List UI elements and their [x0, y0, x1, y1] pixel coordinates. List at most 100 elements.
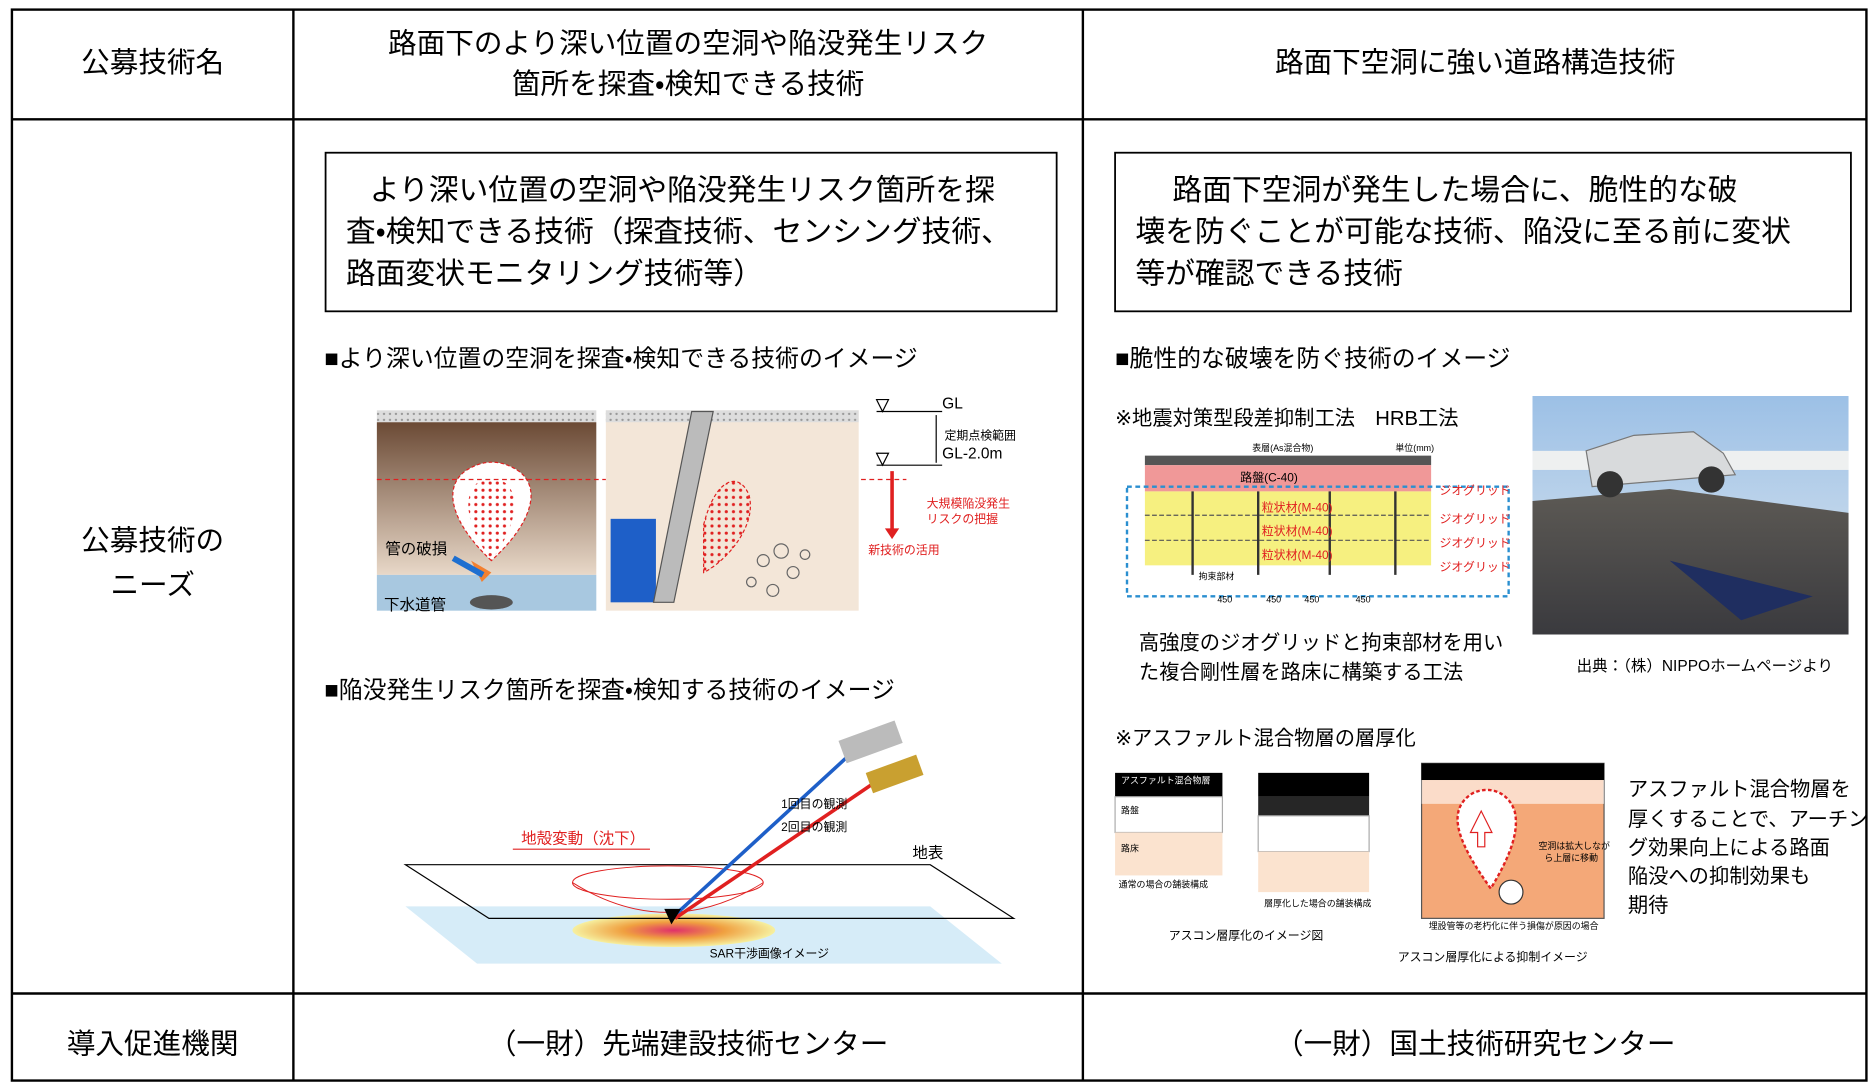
figure-label: 路盤(C-40)	[1240, 470, 1298, 484]
shape	[469, 595, 513, 610]
shape	[865, 754, 924, 794]
shape	[1258, 796, 1370, 816]
shape	[10, 8, 1868, 1082]
header-text: 箇所を探査・検知できる技術	[512, 68, 864, 100]
organization: （一財）先端建設技術センター	[488, 1029, 889, 1061]
shape	[1532, 489, 1849, 635]
caption: 高強度のジオグリッドと拘束部材を用い	[1139, 631, 1503, 654]
shape	[1258, 851, 1370, 893]
shape	[1258, 772, 1370, 797]
shape	[1191, 491, 1397, 575]
shape	[766, 583, 780, 597]
summary-box	[324, 151, 1058, 313]
figure-label: 表層(As混合物)	[1252, 442, 1313, 453]
figure-label: 粒状材(M-40)	[1262, 500, 1333, 514]
shape	[1115, 832, 1223, 876]
shape	[773, 543, 789, 559]
figure-label: 空洞は拡大しなが	[1538, 840, 1610, 851]
section-title: ■脆性的な破壊を防ぐ技術のイメージ	[1115, 346, 1510, 373]
table-grid	[10, 8, 1868, 1082]
shape	[670, 756, 848, 920]
summary-text: 路面変状モニタリング技術等）	[346, 257, 763, 290]
figure-label: 地表	[912, 844, 943, 862]
shape	[745, 543, 811, 597]
header-text: 路面下のより深い位置の空洞や陥没発生リスク	[388, 28, 988, 60]
figure-label: 層厚化した場合の舗装構成	[1264, 897, 1371, 908]
shape	[610, 518, 656, 603]
figure-label: 定期点検範囲	[945, 429, 1016, 443]
figure-label: GL-2.0m	[942, 446, 1002, 463]
note: グ効果向上による路面	[1628, 837, 1830, 860]
shape	[703, 480, 751, 574]
shape	[376, 410, 597, 423]
figure-label: GL	[942, 395, 963, 412]
figure-label: 地殻変動（沈下）	[521, 830, 645, 848]
figure-label: 新技術の活用	[868, 543, 939, 557]
figure-caption: アスコン層厚化による抑制イメージ	[1398, 950, 1588, 964]
figure-label: 粒状材(M-40)	[1262, 548, 1333, 562]
figure-label: 管の破損	[385, 540, 448, 558]
summary-box	[1114, 151, 1852, 313]
note: 厚くすることで、アーチン	[1628, 809, 1869, 831]
shape	[674, 779, 878, 920]
shape	[745, 576, 757, 588]
summary-text: 査・検知できる技術（探査技術、センシング技術、	[346, 216, 1011, 249]
shape	[756, 554, 770, 568]
figure-label: 1回目の観測	[781, 797, 847, 811]
shape	[1596, 471, 1624, 498]
figure-sar	[403, 720, 1016, 964]
figure-label: 大規模陥没発生	[927, 497, 1010, 511]
shape	[451, 555, 485, 578]
summary-text: 壊を防ぐことが可能な技術、陥没に至る前に変状	[1135, 216, 1791, 249]
row-label: 公募技術の	[81, 525, 224, 557]
shape	[605, 410, 859, 423]
shape	[652, 410, 714, 603]
figure-deep-cavity	[376, 398, 943, 611]
shape	[1257, 815, 1370, 853]
note: 陥没への抑制効果も	[1628, 865, 1810, 888]
shape	[875, 398, 890, 467]
shape	[572, 913, 776, 947]
figure-label: 通常の場合の舗装構成	[1119, 878, 1208, 889]
figure-caption: アスコン層厚化のイメージ図	[1169, 928, 1324, 942]
figure-label: リスクの把握	[927, 512, 999, 526]
figure-asphalt	[1114, 762, 1605, 919]
shape	[1144, 455, 1432, 466]
caption: た複合剛性層を路床に構築する工法	[1139, 661, 1463, 684]
figure-label: ジオグリッド	[1439, 536, 1510, 550]
section-title: ■陥没発生リスク箇所を探査・検知する技術のイメージ	[324, 677, 894, 704]
figure-label: 路床	[1121, 843, 1139, 854]
figure-label: 路盤	[1121, 804, 1139, 815]
shape	[468, 478, 515, 561]
shape	[786, 565, 800, 580]
organization: （一財）国土技術研究センター	[1275, 1029, 1676, 1061]
shape	[1114, 796, 1224, 834]
shape	[664, 908, 681, 925]
shape	[1115, 772, 1223, 797]
figure-label: 450	[1266, 594, 1281, 604]
figure-label: 埋設管等の老朽化に伴う損傷が原因の場合	[1429, 920, 1599, 931]
figure-label: 2回目の観測	[781, 820, 847, 834]
row-label: 公募技術名	[81, 47, 224, 79]
shape	[1669, 560, 1813, 621]
shape	[571, 865, 764, 900]
sub-title: ※地震対策型段差抑制工法 HRB工法	[1115, 407, 1459, 430]
summary-text: 等が確認できる技術	[1135, 257, 1403, 290]
figure-label: 450	[1356, 594, 1371, 604]
section-title: ■より深い位置の空洞を探査・検知できる技術のイメージ	[324, 346, 917, 373]
row-label: ニーズ	[110, 569, 194, 601]
shape	[884, 528, 900, 540]
shape	[1456, 788, 1517, 891]
summary-text: 路面下空洞が発生した場合に、脆性的な破	[1172, 174, 1737, 207]
shape	[1125, 485, 1510, 598]
figure-label: ジオグリッド	[1439, 560, 1510, 574]
figure-label: 下水道管	[384, 596, 446, 614]
shape	[1698, 466, 1725, 493]
figure-label: アスファルト混合物層	[1121, 775, 1210, 786]
source: 出典：（株）NIPPOホームページより	[1577, 657, 1833, 675]
figure-label: 単位(mm)	[1395, 442, 1434, 453]
shape	[1421, 780, 1605, 804]
summary-text: より深い位置の空洞や陥没発生リスク箇所を探	[370, 174, 995, 207]
